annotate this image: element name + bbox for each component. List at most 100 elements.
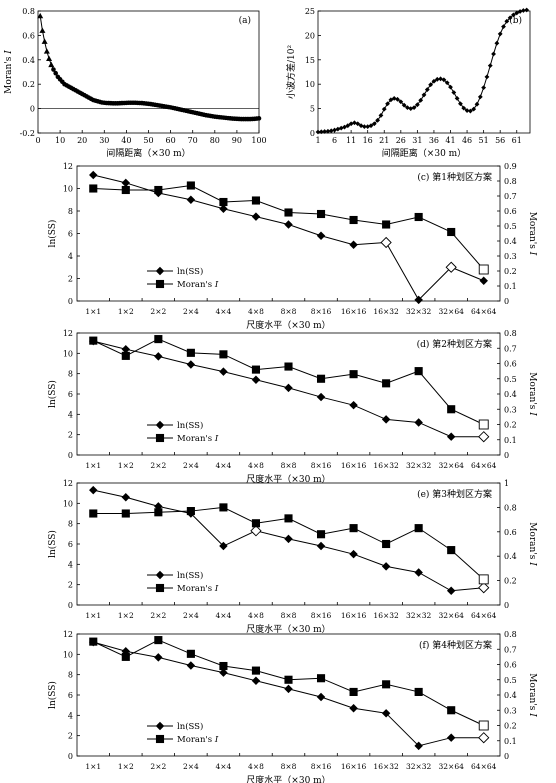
x-axis-label: 尺度水平（×30 m）: [246, 774, 330, 783]
data-point: [284, 220, 293, 229]
data-point: [414, 524, 423, 533]
y-left-axis-label: ln(SS): [47, 681, 58, 709]
data-point: [438, 76, 443, 82]
series-line: [317, 9, 527, 133]
x-tick-label: 16×32: [373, 307, 399, 316]
data-point: [284, 675, 293, 684]
legend-marker: [155, 570, 165, 580]
y-right-tick-label: 0.2: [504, 577, 517, 586]
x-tick-label: 2×2: [150, 307, 166, 316]
data-point: [154, 636, 163, 645]
data-point: [391, 95, 397, 101]
legend-label: ln(SS): [177, 266, 203, 277]
data-point: [250, 525, 262, 537]
y-left-tick-label: 8: [68, 520, 73, 529]
x-tick-label: 4×4: [216, 461, 232, 470]
plot-frame: [76, 633, 501, 757]
y-right-tick-label: 0.2: [504, 267, 517, 276]
data-point: [316, 209, 326, 219]
data-point: [421, 92, 427, 98]
x-tick-label: 8×8: [281, 611, 297, 620]
data-point: [474, 101, 480, 107]
plot-frame: [37, 10, 260, 134]
data-point: [186, 195, 196, 204]
data-point: [477, 94, 483, 100]
y-right-tick-label: 0.3: [504, 252, 517, 261]
y-right-tick-label: 0.1: [504, 282, 517, 291]
data-point: [414, 102, 420, 108]
y-right-axis-label: Moran's I: [527, 673, 537, 717]
legend-label: Moran's I: [177, 584, 219, 594]
y-left-tick-label: 12: [63, 162, 73, 171]
data-point: [251, 676, 261, 686]
data-point: [447, 405, 456, 414]
data-point: [89, 637, 98, 646]
data-point: [89, 485, 98, 495]
y-tick-label: 15: [305, 56, 315, 65]
y-left-tick-label: 12: [63, 479, 73, 488]
data-point: [424, 87, 430, 92]
legend-marker: [155, 266, 165, 276]
x-tick-label: 26: [396, 136, 406, 145]
y-left-tick-label: 4: [68, 711, 73, 720]
data-point: [41, 38, 48, 44]
data-point: [414, 295, 423, 305]
x-tick-label: 10: [55, 136, 65, 145]
x-axis-label: 间隔距离（×30 m）: [382, 147, 466, 159]
data-point: [381, 106, 387, 112]
data-point: [444, 80, 450, 86]
y-axis-label: Moran's I: [4, 50, 14, 94]
data-point: [316, 530, 326, 539]
y-tick-label: 20: [305, 31, 315, 40]
x-tick-label: 1×2: [118, 461, 134, 470]
data-point: [89, 184, 98, 193]
x-tick-label: 32×32: [406, 611, 432, 620]
panel-label: (a): [239, 15, 251, 26]
x-tick-label: 4×8: [248, 307, 264, 316]
y-tick-label: 0.4: [22, 56, 35, 65]
y-right-tick-label: 0.8: [504, 630, 517, 639]
y-right-tick-label: 0.8: [504, 177, 517, 186]
data-point: [524, 7, 530, 13]
x-tick-label: 4×4: [216, 762, 232, 771]
y-right-tick-label: 0: [504, 451, 509, 460]
data-point: [349, 240, 358, 249]
x-axis-label: 尺度水平（×30 m）: [246, 473, 330, 485]
y-left-tick-label: 0: [68, 601, 73, 610]
data-point: [37, 12, 44, 19]
x-tick-label: 8×16: [311, 307, 332, 316]
data-point: [398, 99, 404, 105]
data-point: [414, 367, 423, 376]
x-tick-label: 4×4: [216, 307, 232, 316]
data-point: [251, 519, 261, 528]
data-point: [316, 392, 326, 402]
y-left-tick-label: 12: [63, 329, 73, 338]
data-point: [388, 97, 394, 103]
x-tick-label: 2×2: [150, 611, 166, 620]
y-right-tick-label: 0.6: [504, 207, 517, 216]
x-tick-label: 64×64: [471, 307, 497, 316]
x-tick-label: 1×1: [85, 762, 101, 771]
y-right-tick-label: 0.5: [504, 375, 517, 384]
data-point: [445, 261, 457, 273]
y-right-tick-label: 0.6: [504, 360, 517, 369]
x-tick-label: 4×8: [248, 461, 264, 470]
legend-label: Moran's I: [177, 735, 219, 745]
data-point: [358, 123, 364, 129]
y-axis-label: 小波方差/10²: [285, 45, 297, 99]
data-point: [349, 370, 358, 379]
y-right-tick-label: 0.7: [504, 645, 517, 654]
data-point: [348, 121, 354, 127]
plot-frame: [76, 332, 501, 456]
y-left-tick-label: 12: [63, 630, 73, 639]
y-left-tick-label: 2: [68, 431, 73, 440]
data-point: [414, 212, 423, 222]
data-point: [284, 684, 293, 694]
x-tick-label: 11: [346, 136, 356, 145]
x-tick-label: 64×64: [471, 611, 497, 620]
data-point: [458, 101, 463, 107]
y-right-tick-label: 0.4: [504, 691, 517, 700]
y-right-tick-label: 0.8: [504, 329, 517, 338]
y-left-axis-label: ln(SS): [47, 220, 58, 248]
data-point: [446, 733, 456, 742]
